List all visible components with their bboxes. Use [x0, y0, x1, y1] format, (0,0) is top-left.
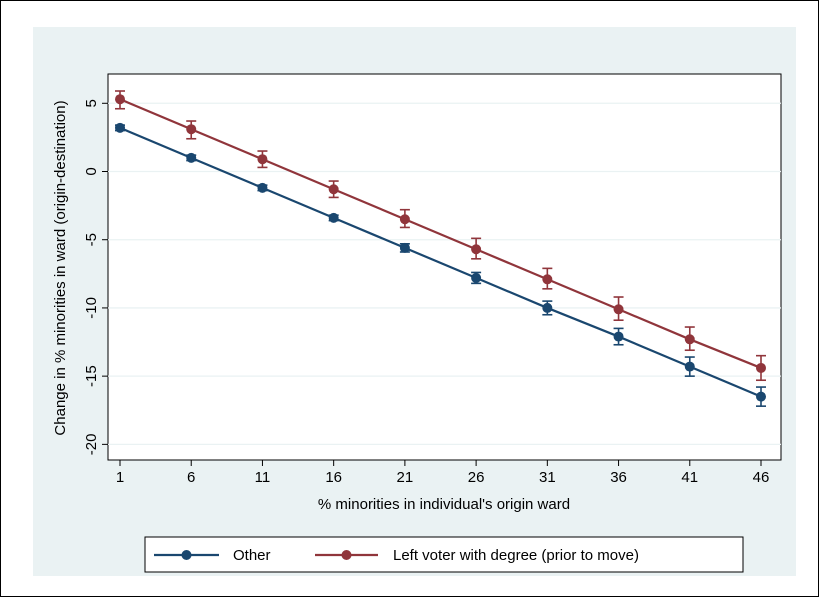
legend-item: Other	[154, 547, 271, 564]
data-point	[542, 302, 553, 313]
y-tick-label: -10	[83, 297, 100, 319]
legend-item: Left voter with degree (prior to move)	[315, 547, 639, 564]
x-tick-label: 6	[187, 469, 195, 486]
legend-label: Left voter with degree (prior to move)	[393, 547, 639, 564]
legend-swatch-marker	[181, 550, 192, 560]
x-tick-label: 36	[610, 469, 627, 486]
series-other	[115, 122, 766, 407]
x-tick-label: 41	[681, 469, 698, 486]
data-point	[186, 124, 197, 135]
grid-lines	[108, 102, 781, 446]
x-tick-label: 21	[397, 469, 414, 486]
data-point	[542, 274, 553, 285]
data-point	[684, 334, 695, 345]
data-point	[257, 182, 268, 193]
data-point	[328, 212, 339, 223]
legend-items: Other Left voter with degree (prior to mo…	[154, 547, 639, 564]
data-point	[186, 152, 197, 163]
x-tick-label: 1	[116, 469, 124, 486]
series-line	[119, 98, 762, 369]
x-axis-title: % minorities in individual's origin ward	[318, 496, 570, 513]
data-point	[257, 154, 268, 165]
data-point	[399, 214, 410, 225]
y-tick-label: 5	[83, 99, 100, 107]
y-tick-label: -5	[83, 233, 100, 246]
data-point	[115, 94, 125, 105]
legend: Other Left voter with degree (prior to mo…	[144, 536, 744, 573]
data-point	[471, 272, 482, 283]
legend-box	[144, 536, 744, 573]
x-tick-label: 31	[539, 469, 556, 486]
x-axis: 1 6 11 16 21 26 31 36 41 46	[116, 460, 770, 486]
y-tick-label: 0	[83, 167, 100, 175]
y-tick-label: -15	[83, 365, 100, 387]
plot-area	[107, 73, 782, 461]
data-point	[471, 244, 482, 255]
data-point	[399, 242, 410, 253]
series-line	[119, 126, 762, 398]
data-point	[756, 362, 766, 373]
legend-swatch-marker	[341, 550, 352, 560]
y-tick-label: -20	[83, 434, 100, 456]
x-tick-label: 11	[255, 469, 271, 486]
series-layer	[115, 90, 766, 407]
x-tick-label: 16	[325, 469, 342, 486]
data-point	[613, 331, 624, 342]
data-point	[115, 122, 125, 133]
legend-label: Other	[233, 547, 271, 564]
y-axis: 5 0 -5 -10 -15 -20	[83, 99, 108, 455]
data-point	[613, 304, 624, 315]
series-left-voter-with-degree	[115, 90, 766, 382]
x-tick-label: 26	[468, 469, 485, 486]
data-point	[328, 184, 339, 195]
data-point	[684, 361, 695, 372]
x-tick-label: 46	[753, 469, 770, 486]
data-point	[756, 391, 766, 402]
y-axis-title: Change in % minorities in ward (origin-d…	[52, 100, 69, 435]
